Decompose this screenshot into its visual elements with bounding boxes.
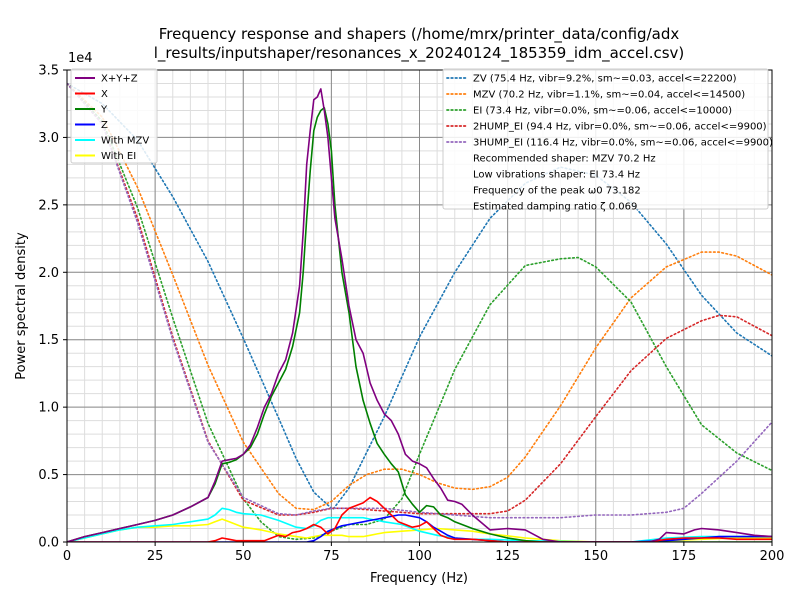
y-tick-label: 3.0 bbox=[38, 131, 59, 146]
legend-entry-label: EI (73.4 Hz, vibr=0.0%, sm~=0.06, accel<… bbox=[473, 106, 732, 117]
y-axis-label: Power spectral density bbox=[14, 232, 29, 380]
legend-entry-label: MZV (70.2 Hz, vibr=1.1%, sm~=0.04, accel… bbox=[473, 90, 745, 101]
x-axis-label: Frequency (Hz) bbox=[370, 571, 468, 586]
series-line bbox=[67, 88, 772, 542]
y-tick-label: 2.5 bbox=[38, 198, 59, 213]
x-tick-label: 175 bbox=[671, 549, 696, 564]
legend-entry-label: With EI bbox=[101, 151, 136, 162]
series-line bbox=[67, 82, 772, 511]
series-line bbox=[67, 107, 772, 542]
x-tick-label: 125 bbox=[495, 549, 520, 564]
legend-annotation: Estimated damping ratio ζ 0.069 bbox=[473, 202, 637, 213]
x-tick-label: 0 bbox=[63, 549, 71, 564]
axis-ticks: 0 25 50 75 100 125 150 175 200 0.0 0.5 1.0 1.5 2.0 2.5… bbox=[38, 64, 784, 565]
chart-title-line-2: l_results/inputshaper/resonances_x_20240… bbox=[154, 44, 685, 63]
series-line bbox=[67, 496, 772, 542]
legend-entry-label: Z bbox=[101, 120, 108, 131]
legend-entry-label: 3HUMP_EI (116.4 Hz, vibr=0.0%, sm~=0.06,… bbox=[473, 138, 773, 149]
y-tick-label: 0.0 bbox=[38, 536, 59, 551]
y-tick-label: 3.5 bbox=[38, 64, 59, 79]
legend-entry-label: 2HUMP_EI (94.4 Hz, vibr=0.0%, sm~=0.06, … bbox=[473, 122, 767, 133]
y-tick-label: 2.0 bbox=[38, 266, 59, 281]
legend-entry-label: X bbox=[101, 89, 108, 100]
series-line bbox=[67, 82, 772, 511]
series-line bbox=[67, 518, 772, 542]
series-lines bbox=[67, 82, 772, 542]
legend-right-frame bbox=[442, 68, 769, 210]
y-multiplier-label: 1e4 bbox=[68, 51, 93, 66]
legend-entry-label: With MZV bbox=[101, 136, 149, 147]
legend-right: ZV (75.4 Hz, vibr=9.2%, sm~=0.03, accel<… bbox=[442, 68, 773, 213]
legend-annotation: Low vibrations shaper: EI 73.4 Hz bbox=[473, 170, 640, 181]
x-tick-label: 50 bbox=[235, 549, 252, 564]
y-tick-label: 1.0 bbox=[38, 401, 59, 416]
x-tick-label: 200 bbox=[760, 549, 785, 564]
x-tick-label: 25 bbox=[147, 549, 164, 564]
x-tick-label: 150 bbox=[583, 549, 608, 564]
legend-entry-label: ZV (75.4 Hz, vibr=9.2%, sm~=0.03, accel<… bbox=[473, 74, 737, 85]
legend-annotation: Recommended shaper: MZV 70.2 Hz bbox=[473, 154, 656, 165]
series-line bbox=[67, 82, 772, 541]
series-line bbox=[67, 82, 772, 519]
y-tick-label: 1.5 bbox=[38, 333, 59, 348]
y-tick-label: 0.5 bbox=[38, 468, 59, 483]
legend-annotation: Frequency of the peak ω0 73.182 bbox=[473, 186, 641, 197]
x-tick-label: 100 bbox=[407, 549, 432, 564]
chart-title-line-1: Frequency response and shapers (/home/mr… bbox=[159, 25, 680, 44]
legend-entry-label: Y bbox=[100, 105, 108, 116]
legend-entry-label: X+Y+Z bbox=[101, 74, 138, 85]
series-line bbox=[67, 514, 772, 542]
x-tick-label: 75 bbox=[323, 549, 340, 564]
legend-left: X+Y+Z XYZ With MZV With EI bbox=[70, 68, 158, 164]
